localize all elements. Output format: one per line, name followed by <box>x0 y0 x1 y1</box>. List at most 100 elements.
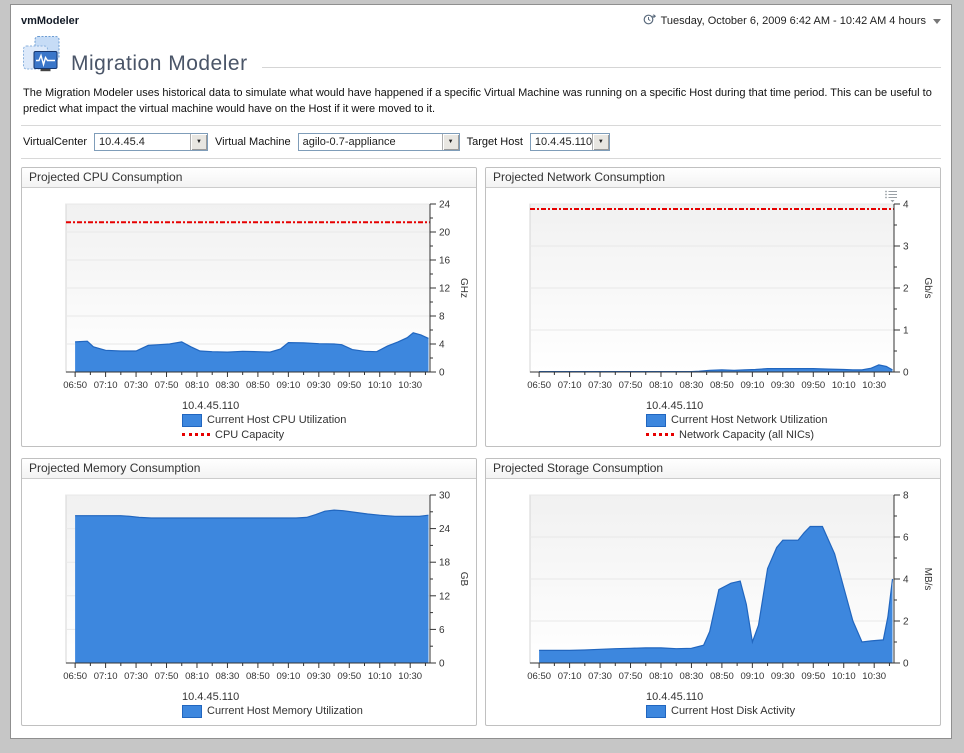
svg-text:4: 4 <box>903 574 909 585</box>
svg-text:GB: GB <box>458 572 469 587</box>
svg-text:24: 24 <box>439 524 451 535</box>
svg-text:GHz: GHz <box>458 278 469 298</box>
virtualcenter-select[interactable]: 10.4.45.4 ▼ <box>94 132 208 151</box>
svg-text:10:30: 10:30 <box>398 671 422 682</box>
svg-text:07:10: 07:10 <box>94 671 118 682</box>
panel-title: Projected Memory Consumption <box>22 458 476 479</box>
svg-text:09:30: 09:30 <box>771 380 795 391</box>
svg-text:07:30: 07:30 <box>124 380 148 391</box>
svg-text:6: 6 <box>439 625 445 636</box>
svg-text:06:50: 06:50 <box>63 380 87 391</box>
panel-title: Projected Network Consumption <box>486 167 940 188</box>
panel-projected-storage: Projected Storage Consumption 0 2 4 6 8 MB/s 0… <box>485 457 941 726</box>
time-range-selector[interactable]: Tuesday, October 6, 2009 6:42 AM - 10:42… <box>643 13 941 29</box>
svg-text:3: 3 <box>903 241 909 252</box>
svg-text:09:10: 09:10 <box>740 380 764 391</box>
separator <box>21 157 941 159</box>
svg-text:08:10: 08:10 <box>185 380 209 391</box>
svg-text:16: 16 <box>439 255 451 266</box>
virtual-machine-label: Virtual Machine <box>215 135 291 148</box>
legend-host-label: 10.4.45.110 <box>646 399 704 412</box>
svg-text:09:30: 09:30 <box>771 671 795 682</box>
cpu-consumption-chart: 0 4 8 12 16 20 24 GHz 06:50 07:10 07:30 07:50 08:10 0… <box>30 194 472 399</box>
virtual-machine-select[interactable]: agilo-0.7-appliance ▼ <box>297 132 460 151</box>
panel-projected-memory: Projected Memory Consumption 0 6 12 18 24 30 G… <box>21 457 477 726</box>
svg-text:09:50: 09:50 <box>801 380 825 391</box>
virtualcenter-label: VirtualCenter <box>23 135 87 148</box>
network-chart-legend: 10.4.45.110 Current Host Network Utiliza… <box>646 400 936 441</box>
svg-text:2: 2 <box>903 283 909 294</box>
svg-text:4: 4 <box>439 339 445 350</box>
legend-item-series: Current Host CPU Utilization <box>182 413 472 427</box>
app-title: vmModeler <box>21 15 80 27</box>
svg-text:0: 0 <box>439 658 445 669</box>
chart-canvas: 0 2 4 6 8 MB/s 06:50 07:10 07:30 07:50 08:10 08:30 0… <box>527 490 933 682</box>
dropdown-arrow-icon[interactable]: ▼ <box>441 133 459 150</box>
svg-text:07:10: 07:10 <box>94 380 118 391</box>
area-swatch <box>182 704 202 718</box>
svg-text:08:50: 08:50 <box>710 671 734 682</box>
svg-text:10:10: 10:10 <box>368 671 392 682</box>
dropdown-arrow-icon[interactable]: ▼ <box>591 133 609 150</box>
svg-text:24: 24 <box>439 199 451 210</box>
svg-text:08:30: 08:30 <box>680 380 704 391</box>
title-separator <box>261 67 941 68</box>
top-header: vmModeler Tuesday, October 6, 2009 6:42 … <box>21 11 941 31</box>
legend-item-capacity: CPU Capacity <box>182 429 472 441</box>
svg-text:4: 4 <box>903 199 909 210</box>
panel-title: Projected CPU Consumption <box>22 167 476 188</box>
chart-menu-icon[interactable] <box>884 189 900 203</box>
storage-consumption-chart: 0 2 4 6 8 MB/s 06:50 07:10 07:30 07:50 08:10 08:30 0… <box>494 485 936 690</box>
svg-text:09:10: 09:10 <box>740 671 764 682</box>
svg-text:08:10: 08:10 <box>649 380 673 391</box>
area-swatch <box>182 413 202 427</box>
network-consumption-chart: 0 1 2 3 4 Gb/s 06:50 07:10 07:30 07:50 08:10 08:30 0… <box>494 194 936 399</box>
svg-text:09:50: 09:50 <box>801 671 825 682</box>
area-swatch <box>646 413 666 427</box>
svg-text:Gb/s: Gb/s <box>922 277 933 298</box>
svg-text:08:30: 08:30 <box>216 380 240 391</box>
target-host-select[interactable]: 10.4.45.110 ▼ <box>529 132 610 151</box>
legend-item-series: Current Host Disk Activity <box>646 704 936 718</box>
svg-text:07:50: 07:50 <box>155 671 179 682</box>
target-host-label: Target Host <box>466 135 523 148</box>
legend-series-label: Current Host Disk Activity <box>671 705 796 718</box>
svg-text:06:50: 06:50 <box>63 671 87 682</box>
svg-text:10:30: 10:30 <box>862 671 886 682</box>
svg-text:08:10: 08:10 <box>185 671 209 682</box>
chart-canvas: 0 4 8 12 16 20 24 GHz 06:50 07:10 07:30 07:50 08:10 0… <box>63 199 469 391</box>
cpu-chart-legend: 10.4.45.110 Current Host CPU Utilization… <box>182 400 472 441</box>
svg-text:07:50: 07:50 <box>619 671 643 682</box>
svg-text:8: 8 <box>903 490 909 501</box>
svg-text:10:30: 10:30 <box>862 380 886 391</box>
svg-text:09:30: 09:30 <box>307 671 331 682</box>
svg-text:10:10: 10:10 <box>832 671 856 682</box>
chart-canvas: 0 1 2 3 4 Gb/s 06:50 07:10 07:30 07:50 08:10 08:30 0… <box>527 199 933 391</box>
svg-text:07:50: 07:50 <box>619 380 643 391</box>
clock-arrow-icon <box>643 13 656 29</box>
svg-text:20: 20 <box>439 227 451 238</box>
legend-item-capacity: Network Capacity (all NICs) <box>646 429 936 441</box>
svg-text:08:50: 08:50 <box>246 671 270 682</box>
svg-text:0: 0 <box>439 367 445 378</box>
app-window: vmModeler Tuesday, October 6, 2009 6:42 … <box>10 4 952 739</box>
legend-capacity-label: CPU Capacity <box>215 428 285 441</box>
virtual-machine-value: agilo-0.7-appliance <box>302 135 396 148</box>
svg-text:07:10: 07:10 <box>558 380 582 391</box>
memory-chart-legend: 10.4.45.110 Current Host Memory Utilizat… <box>182 691 472 718</box>
legend-item-series: Current Host Memory Utilization <box>182 704 472 718</box>
svg-text:06:50: 06:50 <box>527 671 551 682</box>
svg-text:08:30: 08:30 <box>680 671 704 682</box>
svg-text:09:10: 09:10 <box>276 380 300 391</box>
panel-title: Projected Storage Consumption <box>486 458 940 479</box>
svg-text:08:50: 08:50 <box>710 380 734 391</box>
svg-text:07:10: 07:10 <box>558 671 582 682</box>
chevron-down-icon[interactable] <box>933 18 941 24</box>
panel-projected-cpu: Projected CPU Consumption 0 4 8 12 16 20 24 GHz… <box>21 166 477 447</box>
svg-text:08:50: 08:50 <box>246 380 270 391</box>
dropdown-arrow-icon[interactable]: ▼ <box>190 133 207 150</box>
filter-bar: VirtualCenter 10.4.45.4 ▼ Virtual Machin… <box>21 126 941 158</box>
svg-text:18: 18 <box>439 558 451 569</box>
svg-text:08:30: 08:30 <box>216 671 240 682</box>
svg-text:07:30: 07:30 <box>124 671 148 682</box>
